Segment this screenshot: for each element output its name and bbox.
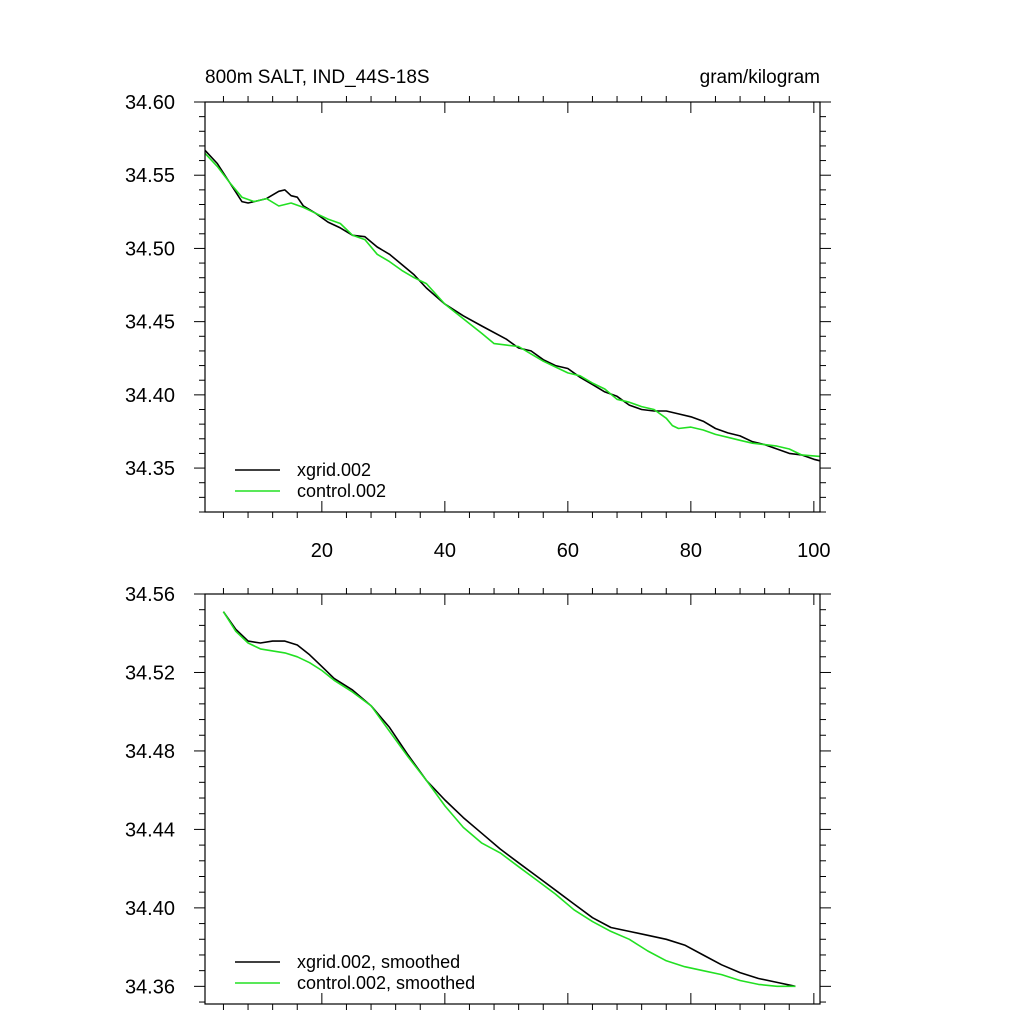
bottom-panel-axes: 34.36 34.40 34.44 34.48 34.52 34.56 bbox=[125, 584, 831, 1010]
y-tick-label: 34.56 bbox=[125, 584, 175, 606]
series-line-control bbox=[222, 611, 796, 988]
x-tick-label: 40 bbox=[434, 540, 456, 562]
x-tick-label: 80 bbox=[680, 540, 702, 562]
legend-label-control-smoothed: control.002, smoothed bbox=[297, 973, 475, 993]
x-tick-label: 20 bbox=[311, 540, 333, 562]
y-tick-label: 34.55 bbox=[125, 165, 175, 187]
series-line-control bbox=[204, 152, 821, 458]
y-tick-label: 34.44 bbox=[125, 819, 175, 841]
bottom-panel-lines bbox=[222, 611, 796, 988]
top-panel-title: 800m SALT, IND_44S-18S bbox=[205, 67, 430, 88]
y-tick-label: 34.45 bbox=[125, 312, 175, 334]
bottom-panel-frame bbox=[204, 593, 821, 1005]
series-line-xgrid bbox=[204, 149, 821, 462]
bottom-panel-legend: xgrid.002, smoothed control.002, smoothe… bbox=[235, 952, 475, 993]
top-panel-units: gram/kilogram bbox=[700, 67, 820, 88]
y-tick-label: 34.40 bbox=[125, 898, 175, 920]
y-tick-label: 34.48 bbox=[125, 741, 175, 763]
bottom-panel: 34.36 34.40 34.44 34.48 34.52 34.56 xgrid.002… bbox=[125, 584, 831, 1010]
top-panel: 800m SALT, IND_44S-18S gram/kilogram 20 4… bbox=[125, 67, 831, 562]
legend-label-control: control.002 bbox=[297, 481, 386, 501]
top-panel-frame bbox=[204, 101, 821, 513]
x-tick-label: 60 bbox=[557, 540, 579, 562]
top-panel-legend: xgrid.002 control.002 bbox=[235, 460, 386, 501]
top-panel-lines bbox=[204, 149, 821, 462]
series-line-xgrid bbox=[222, 611, 796, 988]
y-tick-label: 34.40 bbox=[125, 385, 175, 407]
x-tick-label: 100 bbox=[797, 540, 830, 562]
legend-label-xgrid: xgrid.002 bbox=[297, 460, 371, 480]
legend-label-xgrid-smoothed: xgrid.002, smoothed bbox=[297, 952, 460, 972]
top-panel-axes: 20 40 60 80 100 34.35 34.40 34.45 34.50 34.55 34.6… bbox=[125, 92, 831, 562]
y-tick-label: 34.50 bbox=[125, 238, 175, 260]
y-tick-label: 34.36 bbox=[125, 976, 175, 998]
y-tick-label: 34.52 bbox=[125, 662, 175, 684]
y-tick-label: 34.60 bbox=[125, 92, 175, 114]
y-tick-label: 34.35 bbox=[125, 458, 175, 480]
